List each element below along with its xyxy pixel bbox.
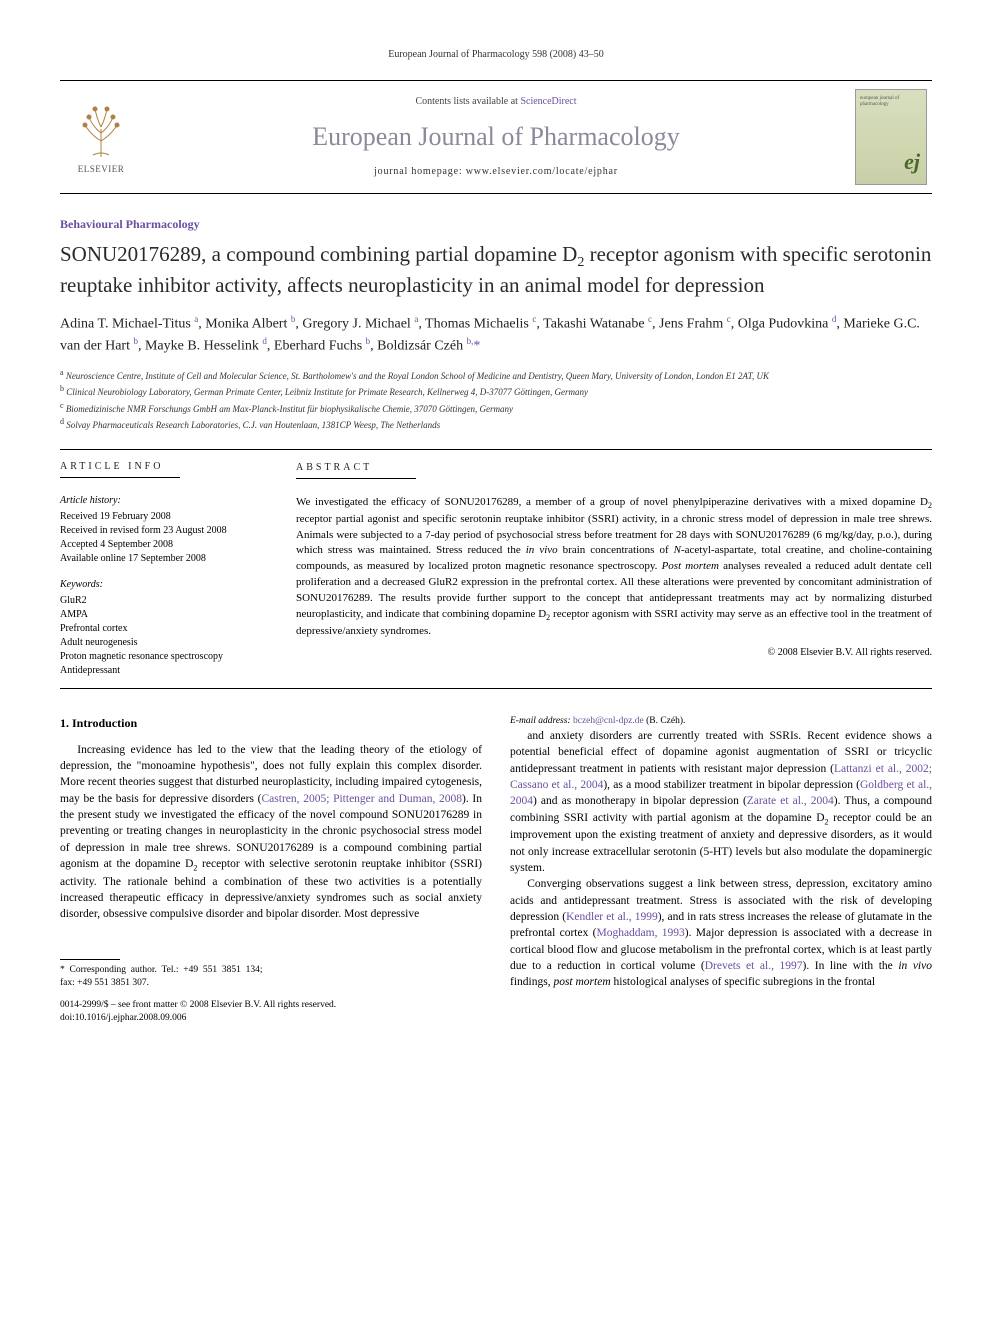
authors: Adina T. Michael-Titus a, Monika Albert …	[60, 313, 932, 356]
info-abstract-block: ARTICLE INFO Article history: Received 1…	[60, 449, 932, 689]
abstract-column: ABSTRACT We investigated the efficacy of…	[280, 450, 932, 688]
abstract-heading: ABSTRACT	[296, 461, 416, 479]
keyword: Prefrontal cortex	[60, 622, 264, 636]
body-paragraph: Converging observations suggest a link b…	[510, 876, 932, 990]
homepage-line: journal homepage: www.elsevier.com/locat…	[142, 165, 850, 179]
keyword: AMPA	[60, 608, 264, 622]
contents-line: Contents lists available at ScienceDirec…	[142, 95, 850, 109]
footer-meta: 0014-2999/$ – see front matter © 2008 El…	[60, 999, 479, 1026]
issn-line: 0014-2999/$ – see front matter © 2008 El…	[60, 999, 479, 1012]
abstract-copyright: © 2008 Elsevier B.V. All rights reserved…	[296, 646, 932, 660]
keyword: Proton magnetic resonance spectroscopy	[60, 650, 264, 664]
history-item: Accepted 4 September 2008	[60, 538, 264, 552]
abstract-text: We investigated the efficacy of SONU2017…	[296, 495, 932, 640]
section-heading: 1. Introduction	[60, 715, 482, 732]
publisher-label: ELSEVIER	[78, 163, 125, 176]
article-title: SONU20176289, a compound combining parti…	[60, 241, 932, 300]
article-info-column: ARTICLE INFO Article history: Received 1…	[60, 450, 280, 688]
corr-email-link[interactable]: bczeh@cnl-dpz.de	[573, 716, 644, 726]
corr-line: Corresponding author. Tel.: +49 551 3851…	[60, 965, 263, 988]
affiliation: d Solvay Pharmaceuticals Research Labora…	[60, 416, 932, 433]
keyword: Antidepressant	[60, 664, 264, 678]
corr-star-icon: *	[60, 965, 65, 975]
affiliations: a Neuroscience Centre, Institute of Cell…	[60, 367, 932, 433]
journal-title: European Journal of Pharmacology	[142, 119, 850, 155]
corr-rule	[60, 959, 120, 960]
cover-small-title: european journal of pharmacology	[860, 96, 922, 107]
keywords-lines: GluR2 AMPA Prefrontal cortex Adult neuro…	[60, 594, 264, 678]
history-item: Available online 17 September 2008	[60, 552, 264, 566]
keywords-label: Keywords:	[60, 578, 264, 592]
corr-email-label: E-mail address:	[510, 716, 571, 726]
history-item: Received 19 February 2008	[60, 510, 264, 524]
cover-thumb-block: european journal of pharmacology ej	[850, 87, 932, 187]
history-lines: Received 19 February 2008 Received in re…	[60, 510, 264, 566]
elsevier-tree-icon	[71, 99, 131, 159]
cover-ej-monogram: ej	[904, 147, 920, 178]
keyword: Adult neurogenesis	[60, 636, 264, 650]
corr-email-who: (B. Czéh).	[646, 716, 685, 726]
masthead: ELSEVIER Contents lists available at Sci…	[60, 80, 932, 194]
body-columns: 1. Introduction Increasing evidence has …	[60, 715, 932, 991]
homepage-prefix: journal homepage:	[374, 166, 466, 177]
journal-cover-icon: european journal of pharmacology ej	[855, 89, 927, 185]
section-label: Behavioural Pharmacology	[60, 216, 932, 233]
keyword: GluR2	[60, 594, 264, 608]
history-label: Article history:	[60, 494, 264, 508]
sciencedirect-link[interactable]: ScienceDirect	[520, 96, 576, 107]
body-paragraph: Increasing evidence has led to the view …	[60, 742, 482, 923]
contents-prefix: Contents lists available at	[415, 96, 520, 107]
homepage-url: www.elsevier.com/locate/ejphar	[466, 166, 618, 177]
masthead-center: Contents lists available at ScienceDirec…	[142, 95, 850, 179]
doi-line: doi:10.1016/j.ejphar.2008.09.006	[60, 1012, 479, 1025]
affiliation: a Neuroscience Centre, Institute of Cell…	[60, 367, 932, 384]
publisher-logo-block: ELSEVIER	[60, 92, 142, 182]
journal-citation: European Journal of Pharmacology 598 (20…	[60, 48, 932, 62]
body-paragraph: and anxiety disorders are currently trea…	[510, 728, 932, 876]
affiliation: c Biomedizinische NMR Forschungs GmbH am…	[60, 400, 932, 417]
article-info-heading: ARTICLE INFO	[60, 460, 180, 478]
history-item: Received in revised form 23 August 2008	[60, 524, 264, 538]
affiliation: b Clinical Neurobiology Laboratory, Germ…	[60, 383, 932, 400]
